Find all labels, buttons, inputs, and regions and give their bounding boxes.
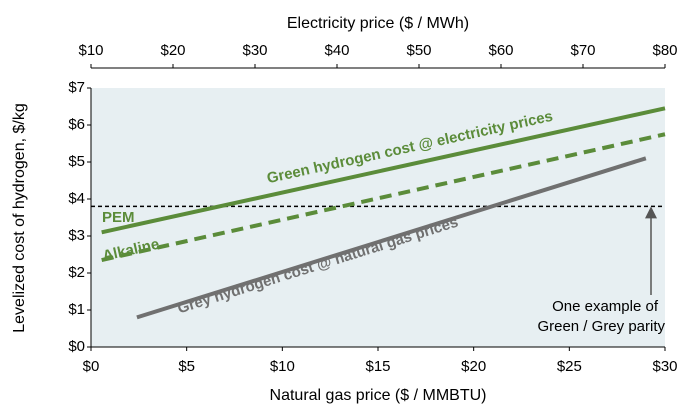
x2-tick-label: $60 — [488, 42, 513, 59]
x-tick-label: $25 — [557, 358, 582, 375]
x-tick-label: $15 — [365, 358, 390, 375]
x2-axis-title: Electricity price ($ / MWh) — [287, 15, 469, 32]
x2-tick-label: $30 — [242, 42, 267, 59]
y-tick-label: $5 — [68, 153, 85, 170]
annotation: Green / Grey parity — [537, 318, 665, 335]
y-tick-label: $6 — [68, 116, 85, 133]
legend-label: PEM — [102, 209, 135, 226]
x2-tick-label: $50 — [406, 42, 431, 59]
x-tick-label: $10 — [270, 358, 295, 375]
x-axis-title: Natural gas price ($ / MMBTU) — [270, 387, 487, 404]
x-tick-label: $5 — [178, 358, 195, 375]
x-tick-label: $0 — [83, 358, 100, 375]
x2-tick-label: $10 — [78, 42, 103, 59]
y-tick-label: $1 — [68, 301, 85, 318]
x-tick-label: $20 — [461, 358, 486, 375]
series-line — [101, 132, 666, 263]
series-line — [136, 156, 647, 320]
y-tick-label: $7 — [68, 79, 85, 96]
y-tick-label: $3 — [68, 227, 85, 244]
x-tick-label: $30 — [652, 358, 677, 375]
y-tick-label: $0 — [68, 338, 85, 355]
y-tick-label: $4 — [68, 190, 85, 207]
y-axis-title: Levelized cost of hydrogen, $/kg — [11, 103, 28, 332]
annotation: One example of — [552, 298, 659, 315]
x2-tick-label: $40 — [324, 42, 349, 59]
series-line — [101, 106, 666, 235]
x2-tick-label: $20 — [160, 42, 185, 59]
x2-tick-label: $70 — [570, 42, 595, 59]
x2-tick-label: $80 — [652, 42, 677, 59]
y-tick-label: $2 — [68, 264, 85, 281]
